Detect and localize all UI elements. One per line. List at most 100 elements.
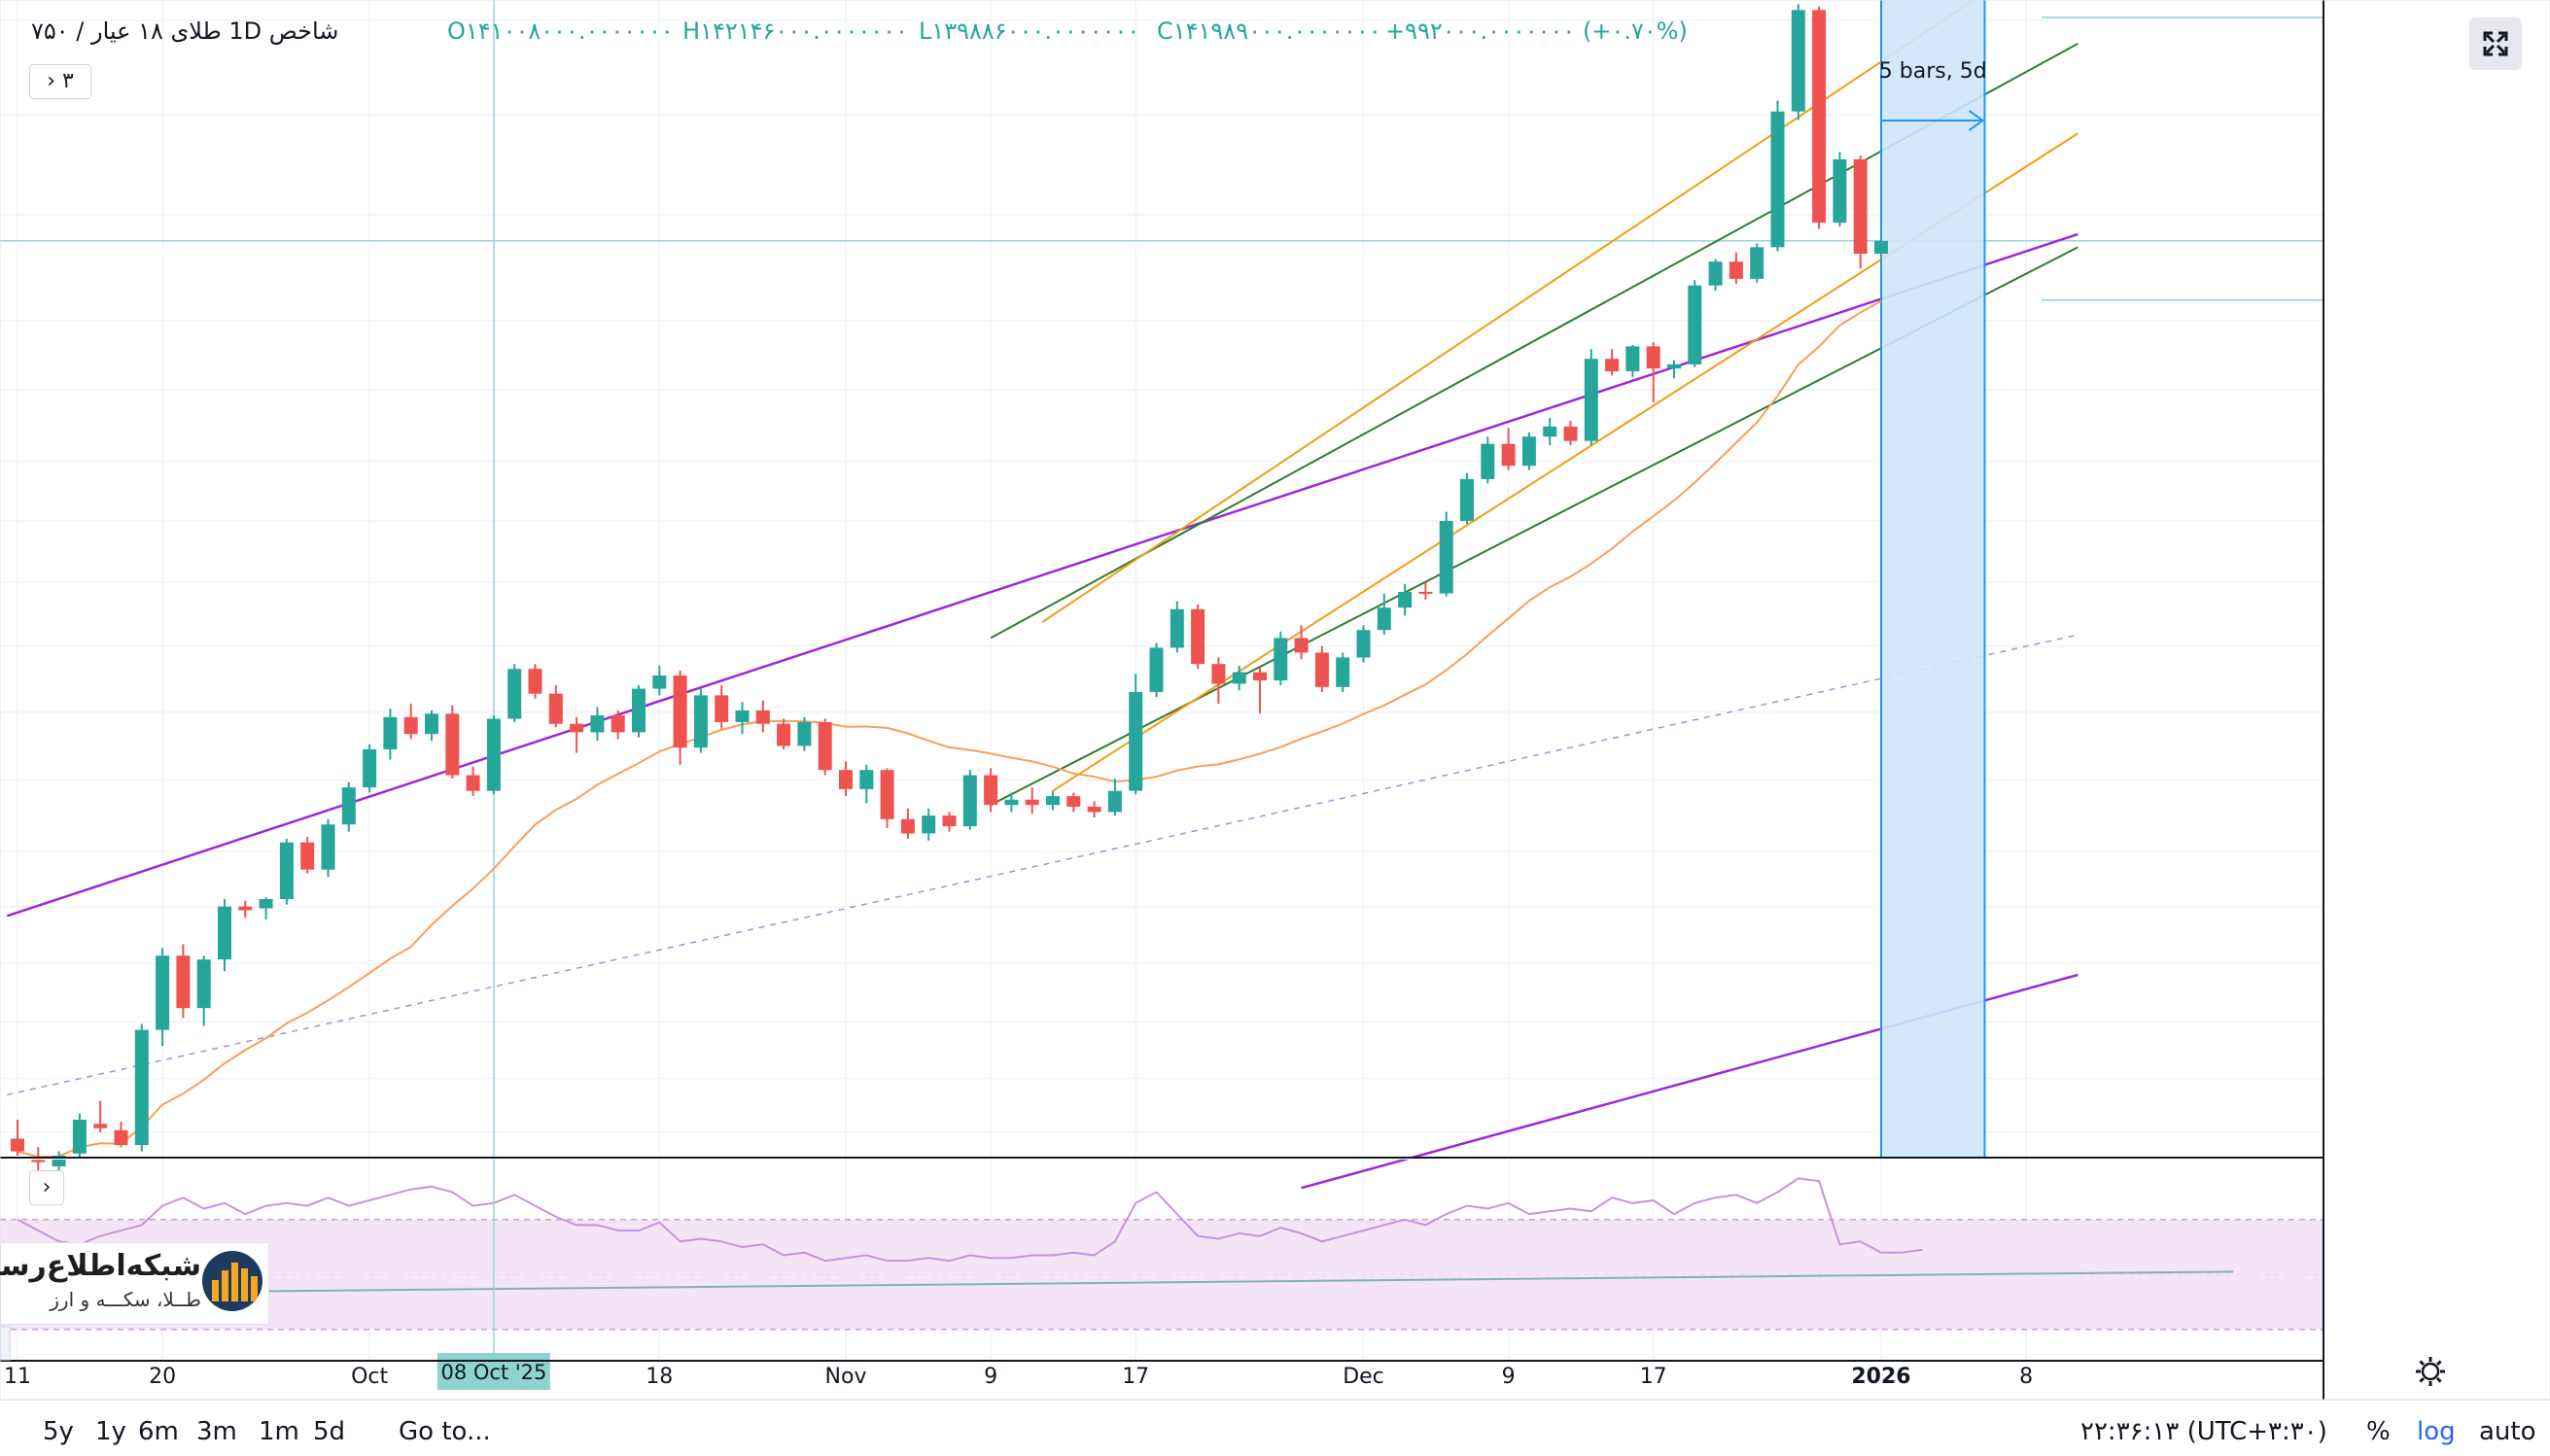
candle-body — [880, 770, 894, 819]
candle-body — [1294, 638, 1309, 653]
candle-body — [300, 842, 315, 870]
range-fill — [1881, 0, 1985, 1157]
candle-body — [1688, 285, 1702, 364]
time-tick-label: 18 — [646, 1365, 673, 1389]
candle-body — [1563, 426, 1578, 441]
time-tick-label: 2026 — [1851, 1365, 1910, 1389]
candle-body — [632, 688, 646, 733]
candle-body — [1356, 630, 1371, 658]
gear-icon — [2416, 1357, 2445, 1386]
candle-body — [156, 955, 170, 1030]
watermark-title: شبکه‌اطلاع‌رسانی — [0, 1249, 201, 1283]
candle-body — [1625, 346, 1640, 372]
candle-body — [93, 1124, 108, 1128]
candle-body — [72, 1120, 87, 1154]
rsi-trendline — [17, 1270, 2234, 1296]
candles-series[interactable] — [11, 4, 1888, 1171]
time-tick-label: 17 — [1122, 1365, 1149, 1389]
rsi-line — [17, 1177, 1923, 1263]
time-tick-label: 9 — [984, 1365, 997, 1389]
candle-body — [1107, 790, 1122, 813]
candle-body — [507, 669, 522, 719]
rsi-pane — [0, 1177, 2323, 1331]
fullscreen-button[interactable] — [2469, 17, 2522, 70]
range-1m-button[interactable]: 1m — [259, 1417, 299, 1446]
settings-gear-button[interactable] — [2413, 1354, 2448, 1389]
candle-body — [984, 775, 998, 806]
candle-body — [1191, 608, 1205, 665]
candle-body — [1336, 657, 1350, 687]
candle-body — [1232, 672, 1246, 684]
candle-body — [1708, 261, 1723, 286]
candle-body — [1046, 796, 1060, 806]
ohlc-high: H۱۴۲۱۴۶۰۰۰.۰۰۰۰۰۰۰ — [682, 17, 908, 45]
candle-body — [1398, 591, 1413, 608]
candle-body — [1791, 10, 1805, 112]
candle-body — [341, 787, 356, 825]
candle-body — [673, 675, 687, 748]
candle-body — [528, 669, 542, 694]
range-1y-button[interactable]: 1y — [95, 1417, 126, 1446]
moving-average — [17, 299, 1882, 1159]
auto-scale-button[interactable]: auto — [2479, 1417, 2536, 1446]
time-tick-label: Dec — [1343, 1365, 1384, 1389]
candle-body — [1646, 346, 1660, 369]
candle-body — [1211, 664, 1226, 684]
ohlc-low: L۱۳۹۸۸۶۰۰۰.۰۰۰۰۰۰۰ — [919, 17, 1140, 45]
candle-body — [403, 716, 418, 735]
candle-body — [1729, 261, 1743, 279]
candle-body — [1543, 426, 1557, 437]
range-5d-button[interactable]: 5d — [313, 1417, 346, 1446]
candle-body — [735, 710, 750, 722]
candle-body — [1874, 240, 1888, 254]
bottom-toolbar — [0, 1400, 2550, 1456]
time-axis[interactable]: 11 20 Oct 18 Nov 9 17 Dec 9 17 2026 8 08 Oct '25 — [4, 1353, 2033, 1390]
log-scale-button[interactable]: log — [2417, 1417, 2456, 1446]
goto-date-button[interactable]: Go to... — [399, 1417, 491, 1446]
candle-body — [1377, 607, 1391, 631]
range-arrow-head — [1968, 110, 1985, 131]
candle-body — [1129, 691, 1143, 791]
range-6m-button[interactable]: 6m — [138, 1417, 179, 1446]
ohlc-change: +۹۹۲۰۰۰.۰۰۰۰۰۰۰ (+۰.۷۰%) — [1385, 17, 1688, 45]
time-tick-label: Nov — [825, 1365, 867, 1389]
candle-body — [942, 815, 957, 827]
candle-body — [693, 695, 708, 748]
range-3m-button[interactable]: 3m — [196, 1417, 237, 1446]
time-tick-label: 20 — [149, 1365, 176, 1389]
candle-body — [1770, 111, 1785, 248]
axis-background — [2323, 0, 2550, 1400]
candle-body — [1605, 359, 1620, 372]
candle-body — [176, 955, 191, 1009]
candle-body — [548, 693, 563, 724]
candle-body — [218, 906, 231, 960]
clock-timezone[interactable]: ۲۲:۳۶:۱۳ (UTC+۳:۳۰) — [2080, 1417, 2327, 1446]
time-tick-label: 8 — [2019, 1365, 2033, 1389]
candle-body — [962, 775, 977, 827]
time-tick-label: Oct — [351, 1365, 388, 1389]
candle-body — [1418, 591, 1433, 594]
outer-frame — [0, 0, 2550, 1401]
symbol-title[interactable]: شاخص 1D طلای ۱۸ عیار / ۷۵۰ — [31, 17, 339, 45]
indicators-toggle-button[interactable]: › ۳ — [29, 64, 91, 99]
ohlc-open: O۱۴۱۰۰۸۰۰۰.۰۰۰۰۰۰۰ — [447, 17, 674, 45]
candle-body — [570, 723, 584, 733]
candle-body — [445, 713, 460, 776]
candle-body — [797, 721, 812, 746]
rsi-toggle-button[interactable]: › — [29, 1170, 64, 1205]
candle-body — [652, 675, 667, 689]
pane-frame — [0, 0, 2550, 1401]
candle-body — [114, 1129, 128, 1146]
fullscreen-icon — [2483, 31, 2508, 56]
date-range-measure[interactable]: 5 bars, 5d — [1879, 0, 1987, 1157]
candle-body — [1025, 799, 1039, 806]
range-5y-button[interactable]: 5y — [43, 1417, 74, 1446]
candle-body — [1066, 796, 1081, 807]
candle-body — [859, 770, 874, 789]
candle-body — [1812, 10, 1827, 224]
percent-scale-button[interactable]: % — [2366, 1417, 2391, 1446]
candle-body — [1501, 443, 1516, 467]
purple-trendline-upper — [6, 232, 2078, 918]
logo-mark-icon — [202, 1251, 262, 1311]
